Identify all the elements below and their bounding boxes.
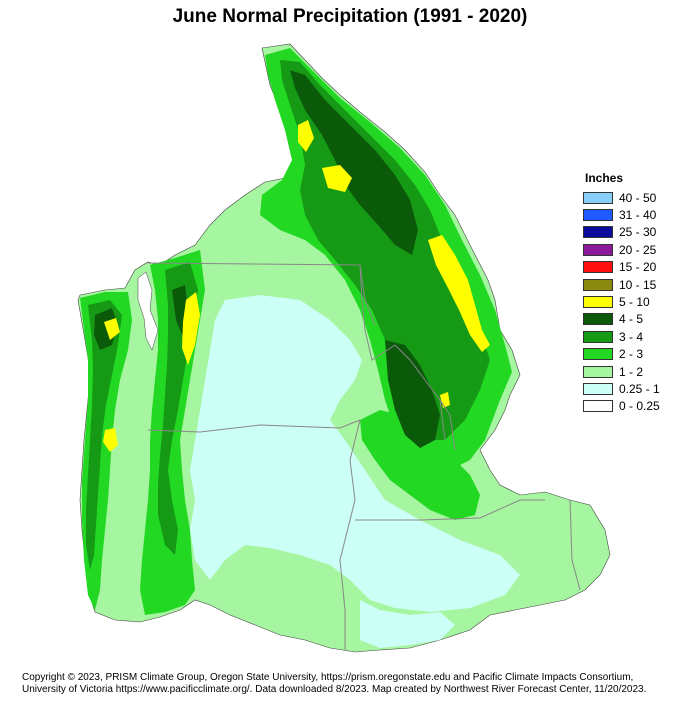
- dry-south-region: [360, 600, 455, 648]
- legend-swatch: [583, 348, 613, 361]
- legend-swatch: [583, 330, 613, 343]
- legend-item: 0 - 0.25: [583, 398, 693, 415]
- legend-label: 4 - 5: [619, 312, 644, 327]
- legend-label: 31 - 40: [619, 208, 657, 223]
- legend-item: 5 - 10: [583, 293, 693, 310]
- high-precip-patch: [182, 292, 200, 365]
- legend-swatch: [583, 313, 613, 326]
- legend-swatch: [583, 209, 613, 222]
- coast-range-wet: [86, 300, 122, 570]
- high-precip-patch: [103, 428, 118, 452]
- legend-label: 2 - 3: [619, 347, 644, 362]
- legend-swatch: [583, 191, 613, 204]
- legend-swatch: [583, 382, 613, 395]
- legend-item: 4 - 5: [583, 311, 693, 328]
- high-precip-patch: [298, 120, 314, 152]
- legend-swatch: [583, 261, 613, 274]
- olympics-wettest: [94, 308, 118, 350]
- legend-swatch: [583, 365, 613, 378]
- puget-sound-water: [137, 271, 159, 351]
- legend-item: 25 - 30: [583, 224, 693, 241]
- footer-line-1: Copyright © 2023, PRISM Climate Group, O…: [22, 672, 634, 683]
- legend-item: 15 - 20: [583, 259, 693, 276]
- map-title: June Normal Precipitation (1991 - 2020): [172, 6, 528, 27]
- legend-item: 40 - 50: [583, 189, 693, 206]
- dry-interior-region: [190, 295, 520, 612]
- legend-label: 40 - 50: [619, 190, 657, 205]
- legend-swatch: [583, 243, 613, 256]
- legend-item: 2 - 3: [583, 346, 693, 363]
- legend-label: 15 - 20: [619, 260, 657, 275]
- legend-label: 10 - 15: [619, 277, 657, 292]
- legend-label: 5 - 10: [619, 295, 650, 310]
- legend-swatch: [583, 278, 613, 291]
- state-borders: [147, 262, 581, 650]
- legend-item: 0.25 - 1: [583, 380, 693, 397]
- legend: Inches 40 - 50 31 - 40 25 - 30 20 - 25 15 - …: [583, 171, 693, 415]
- high-precip-patch: [104, 318, 120, 340]
- legend-label: 3 - 4: [619, 329, 644, 344]
- legend-item: 10 - 15: [583, 276, 693, 293]
- legend-item: 20 - 25: [583, 241, 693, 258]
- high-precip-patch: [428, 235, 490, 352]
- legend-swatch: [583, 226, 613, 239]
- legend-item: 3 - 4: [583, 328, 693, 345]
- north-rockies-wettest: [290, 70, 418, 255]
- legend-label: 0 - 0.25: [619, 399, 660, 414]
- legend-item: 1 - 2: [583, 363, 693, 380]
- blue-mountains-moist: [360, 410, 480, 520]
- legend-label: 25 - 30: [619, 225, 657, 240]
- footer-line-2: University of Victoria https://www.pacif…: [22, 684, 647, 695]
- legend-label: 0.25 - 1: [619, 381, 660, 396]
- high-precip-patch: [322, 165, 352, 192]
- legend-swatch: [583, 296, 613, 309]
- idaho-wettest: [385, 340, 440, 448]
- legend-label: 1 - 2: [619, 364, 644, 379]
- legend-item: 31 - 40: [583, 206, 693, 223]
- legend-label: 20 - 25: [619, 242, 657, 257]
- legend-title: Inches: [585, 171, 624, 185]
- legend-swatch: [583, 400, 613, 413]
- footer-credits: Copyright © 2023, PRISM Climate Group, O…: [22, 672, 682, 696]
- legend-rows: 40 - 50 31 - 40 25 - 30 20 - 25 15 - 20 10 - …: [583, 189, 693, 415]
